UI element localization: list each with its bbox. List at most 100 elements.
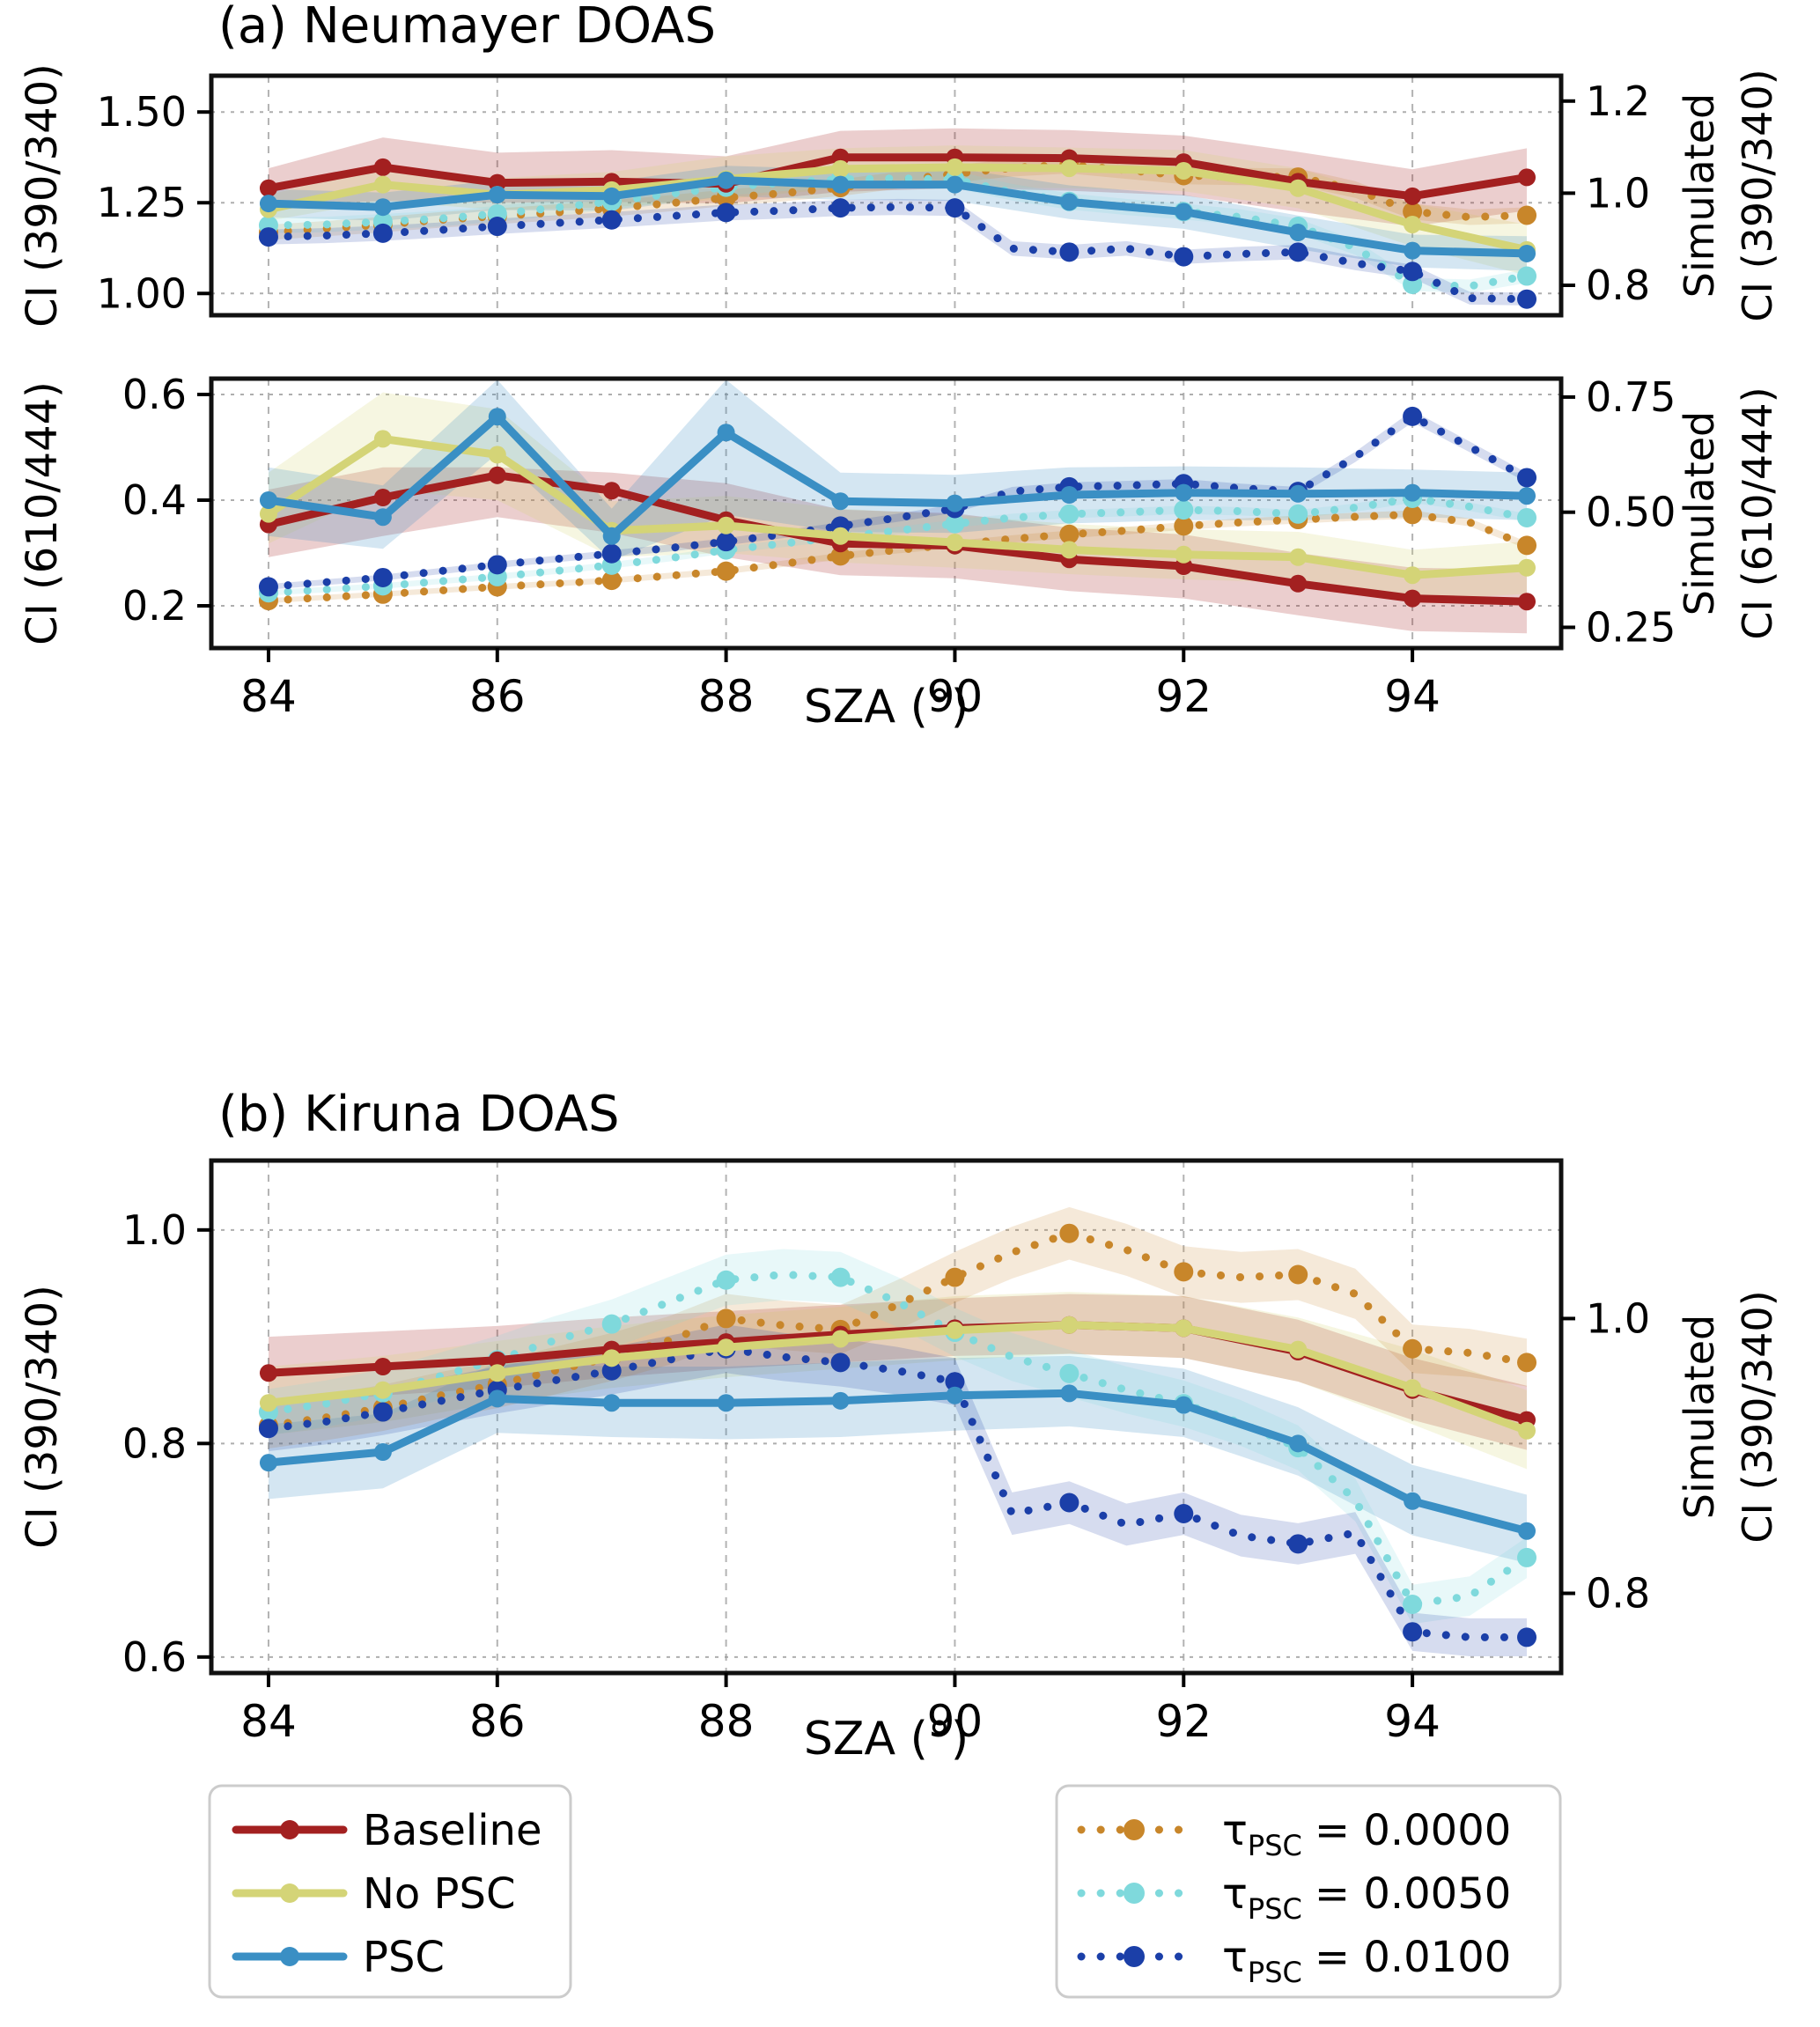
- series-marker: [373, 489, 392, 506]
- series-marker: [602, 527, 621, 545]
- uncertainty-band-simulated: [269, 1249, 1527, 1625]
- series-marker: [1174, 247, 1194, 267]
- series-line-dotted: [264, 411, 1531, 591]
- tick-label-left: 0.6: [122, 371, 187, 418]
- series-marker: [1403, 202, 1423, 222]
- tick-label-x: 94: [1384, 1696, 1441, 1747]
- series-area-a_bot: [258, 380, 1537, 634]
- series-marker: [1518, 487, 1536, 505]
- series-marker: [373, 508, 392, 527]
- series-marker: [1404, 1379, 1422, 1397]
- legend-measured-frame: [208, 1784, 572, 1999]
- series-marker: [945, 1267, 965, 1287]
- legend-marker: [1124, 1946, 1145, 1967]
- series-marker: [831, 1330, 850, 1348]
- panel-b-title: (b) Kiruna DOAS: [218, 1086, 620, 1143]
- series-marker: [946, 534, 964, 551]
- series-marker: [1518, 558, 1536, 577]
- series-line-dotted: [264, 1345, 1531, 1641]
- tick-label-right: 0.75: [1586, 373, 1676, 421]
- series-marker: [1403, 1338, 1423, 1359]
- uncertainty-band-simulated: [269, 1324, 1527, 1656]
- series-marker: [1288, 242, 1308, 262]
- series-marker: [1289, 574, 1308, 593]
- series-marker: [259, 1454, 277, 1472]
- tick-label-left: 1.0: [122, 1206, 187, 1254]
- series-marker: [1175, 545, 1193, 564]
- series-marker: [831, 1391, 850, 1410]
- series-marker: [1174, 500, 1194, 520]
- series-marker: [1403, 1622, 1423, 1642]
- series-marker: [259, 1394, 277, 1412]
- series-marker: [1518, 1522, 1536, 1540]
- series-marker: [602, 187, 621, 205]
- series-marker: [488, 466, 506, 484]
- tick-label-right: 0.8: [1586, 1570, 1650, 1618]
- legend-marker: [1124, 1819, 1145, 1840]
- series-marker: [1175, 161, 1193, 180]
- series-marker: [946, 175, 964, 194]
- series-marker: [1517, 507, 1537, 527]
- series-marker: [830, 198, 851, 218]
- panel-a_top: 1.50 1.25 1.00 1.2 1.0 0.8: [97, 73, 1650, 318]
- series-marker: [716, 1308, 736, 1329]
- series-marker: [1403, 406, 1423, 426]
- series-marker: [1175, 203, 1193, 221]
- legend-label: τPSC = 0.0050: [1222, 1869, 1511, 1926]
- series-marker: [1518, 593, 1536, 611]
- series-marker: [1404, 187, 1422, 205]
- series-marker: [258, 577, 278, 597]
- legend-marker: [280, 1947, 299, 1966]
- series-marker: [601, 1314, 622, 1334]
- tick-label-right: 1.0: [1586, 1294, 1650, 1342]
- tick-label-x: 92: [1155, 1696, 1212, 1747]
- panel-a_bot: 0.6 0.4 0.2 0.75 0.50 0.25 84 86 88 90 92 94: [122, 371, 1676, 722]
- series-marker: [373, 1358, 392, 1376]
- panel-b: 1.0 0.8 0.6 1.0 0.8 84 86 88 90 92 94: [122, 1158, 1650, 1747]
- uncertainty-band-simulated: [269, 494, 1527, 596]
- series-marker: [1060, 1316, 1079, 1334]
- series-marker: [1517, 1353, 1537, 1373]
- series-marker: [373, 175, 392, 194]
- tick-label-right: 1.2: [1586, 77, 1650, 125]
- axis-label-x-a: SZA (°): [804, 681, 969, 733]
- series-marker: [372, 1402, 393, 1422]
- series-line-solid: [264, 176, 1531, 258]
- series-marker: [1517, 1627, 1537, 1647]
- legend-marker: [280, 1883, 299, 1903]
- series-marker: [1404, 241, 1422, 260]
- series-marker: [372, 567, 393, 587]
- series-marker: [259, 491, 277, 509]
- legend-measured: Baseline No PSC PSC: [208, 1784, 572, 1999]
- plot-background: [211, 76, 1561, 315]
- tick-label-x: 90: [927, 1696, 984, 1747]
- uncertainty-band-simulated: [269, 198, 1527, 306]
- series-marker: [259, 1364, 277, 1382]
- series-line-dotted: [264, 1270, 1531, 1609]
- series-marker: [830, 546, 851, 566]
- series-line-dotted: [264, 1228, 1531, 1430]
- series-marker: [946, 1321, 964, 1339]
- series-marker: [1518, 1421, 1536, 1440]
- axis-label-a-top-right-2: CI (390/340): [1734, 69, 1781, 321]
- series-marker: [1517, 535, 1537, 556]
- series-marker: [1404, 215, 1422, 233]
- series-line-dotted: [264, 510, 1531, 605]
- series-marker: [945, 1372, 965, 1392]
- series-marker: [1404, 1492, 1422, 1510]
- series-marker: [717, 1338, 735, 1357]
- series-marker: [1059, 524, 1079, 544]
- series-marker: [1518, 168, 1536, 187]
- series-marker: [602, 1349, 621, 1367]
- series-marker: [1403, 262, 1423, 282]
- uncertainty-band-simulated: [269, 169, 1527, 293]
- series-marker: [488, 186, 506, 204]
- series-marker: [1517, 468, 1537, 488]
- series-marker: [1289, 1434, 1308, 1453]
- series-marker: [1060, 193, 1079, 211]
- series-marker: [1404, 566, 1422, 585]
- uncertainty-band: [269, 392, 1527, 600]
- series-marker: [831, 527, 850, 545]
- series-marker: [1404, 483, 1422, 502]
